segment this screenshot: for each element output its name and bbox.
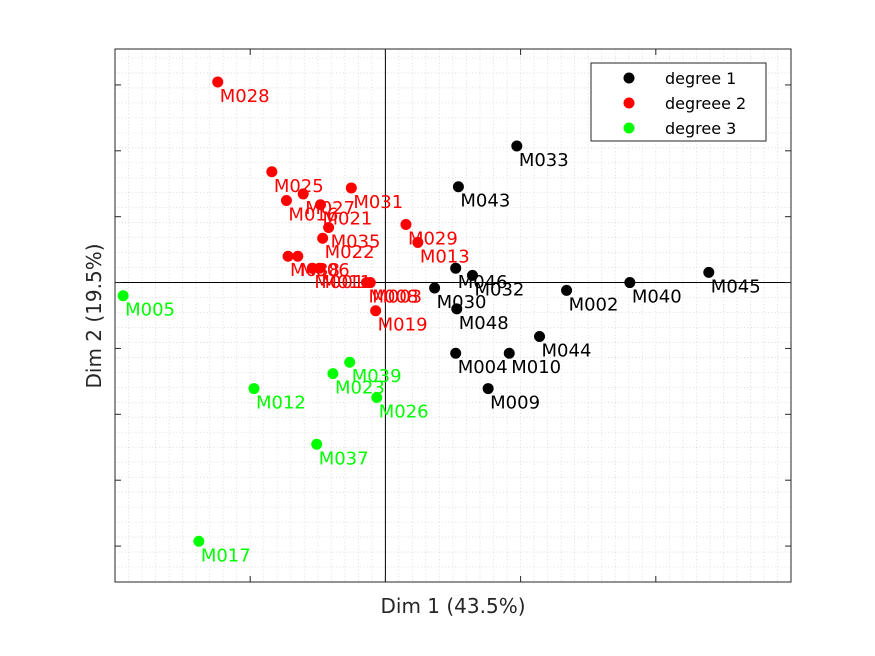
- data-point: [248, 383, 260, 395]
- point-label: M003: [372, 287, 422, 308]
- point-label: M019: [378, 315, 428, 336]
- data-point: [511, 140, 523, 152]
- x-axis-title: Dim 1 (43.5%): [380, 594, 525, 618]
- point-label: M039: [352, 366, 402, 387]
- point-label: M029: [408, 228, 458, 249]
- plot-frame: [114, 48, 792, 583]
- point-label: M011: [321, 272, 371, 293]
- point-label: M037: [319, 448, 369, 469]
- data-point: [193, 535, 205, 547]
- data-point: [344, 356, 356, 368]
- point-label: M009: [490, 393, 540, 414]
- point-label: M002: [569, 294, 619, 315]
- legend: degree 1 degreee 2 degree 3: [590, 62, 767, 142]
- point-label: M016: [288, 205, 338, 226]
- point-label: M006: [300, 260, 350, 281]
- reference-lines: [115, 49, 791, 582]
- legend-label: degree 3: [665, 119, 736, 138]
- legend-marker: [623, 122, 635, 134]
- point-label: M026: [379, 402, 429, 423]
- data-point: [345, 182, 357, 194]
- data-point: [534, 330, 546, 342]
- data-point: [450, 347, 462, 359]
- point-label: M023: [335, 378, 385, 399]
- point-label: M033: [519, 150, 569, 171]
- data-points: [117, 76, 715, 547]
- point-label: M046: [458, 272, 508, 293]
- data-point: [451, 303, 463, 315]
- data-point: [212, 76, 224, 88]
- data-point: [315, 199, 327, 211]
- point-label: M021: [323, 209, 373, 230]
- point-label: M004: [458, 357, 508, 378]
- data-point: [452, 181, 464, 193]
- point-label: M028: [220, 86, 270, 107]
- data-point: [323, 221, 335, 233]
- point-label: M044: [542, 340, 592, 361]
- data-point: [503, 347, 515, 359]
- point-label: M001: [314, 272, 364, 293]
- data-point: [311, 438, 323, 450]
- legend-marker: [623, 72, 635, 84]
- point-label: M013: [420, 246, 470, 267]
- data-point: [450, 262, 462, 274]
- point-label: M038: [290, 260, 340, 281]
- point-label: M032: [474, 279, 524, 300]
- data-point: [412, 236, 424, 248]
- data-point: [266, 166, 278, 178]
- data-point: [624, 277, 636, 289]
- data-point: [292, 250, 304, 262]
- point-label: M043: [460, 191, 510, 212]
- data-point: [280, 195, 292, 207]
- point-label: M010: [511, 357, 561, 378]
- legend-label: degreee 2: [665, 94, 746, 113]
- point-label: M048: [459, 313, 509, 334]
- point-label: M017: [201, 545, 251, 566]
- legend-marker: [623, 97, 635, 109]
- data-point: [364, 277, 376, 289]
- data-point: [466, 269, 478, 281]
- legend-box: [590, 62, 767, 142]
- data-point: [117, 290, 129, 302]
- data-point: [703, 266, 715, 278]
- point-label: M040: [632, 287, 682, 308]
- data-point: [429, 282, 441, 294]
- point-label: M027: [305, 198, 355, 219]
- data-point: [313, 262, 325, 274]
- data-point: [297, 188, 309, 200]
- point-label: M031: [353, 192, 403, 213]
- point-label: M012: [256, 393, 306, 414]
- point-label: M005: [125, 300, 175, 321]
- data-point: [400, 218, 412, 230]
- point-label: M025: [274, 176, 324, 197]
- data-point: [317, 232, 329, 244]
- data-point: [482, 383, 494, 395]
- point-label: M022: [325, 242, 375, 263]
- point-label: M045: [711, 276, 761, 297]
- data-point: [371, 392, 383, 404]
- y-axis-title: Dim 2 (19.5%): [82, 243, 106, 388]
- data-point: [327, 368, 339, 380]
- data-point: [370, 305, 382, 317]
- point-label: M035: [331, 231, 381, 252]
- point-label: M008: [368, 287, 418, 308]
- point-label: M030: [437, 292, 487, 313]
- data-point: [561, 284, 573, 296]
- legend-label: degree 1: [665, 69, 736, 88]
